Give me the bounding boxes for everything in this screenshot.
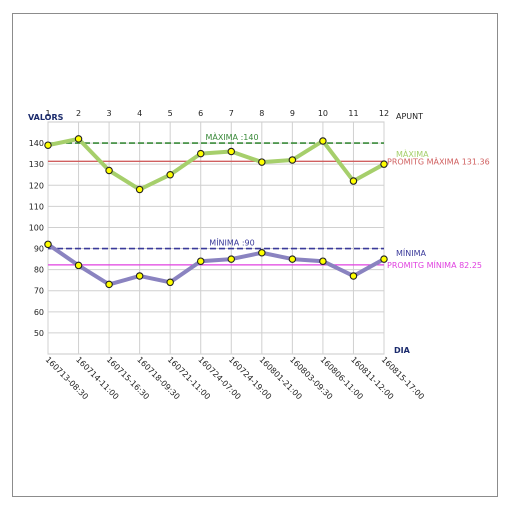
y-tick-label: 130 <box>29 160 44 169</box>
top-tick-label: 9 <box>290 109 295 118</box>
data-point <box>74 135 83 143</box>
data-point <box>196 257 205 265</box>
data-point <box>258 158 266 166</box>
top-tick-label: 3 <box>107 109 112 118</box>
data-point <box>44 141 52 149</box>
data-point <box>135 272 144 280</box>
data-point <box>288 255 297 263</box>
y-tick-label: 120 <box>29 181 44 190</box>
top-tick-label: 5 <box>168 109 173 118</box>
top-tick-label: 11 <box>348 109 358 118</box>
reference-label: PROMITG MÀXIMA 131.36 <box>387 155 490 166</box>
reference-label: PROMITG MÍNIMA 82.25 <box>387 259 482 270</box>
y-tick-label: 70 <box>34 287 44 296</box>
top-axis-title: APUNT <box>396 112 423 121</box>
data-point <box>319 257 327 265</box>
reference-label: MÀXIMA :140 <box>205 131 258 142</box>
data-point <box>349 272 358 280</box>
y-axis-title: VALORS <box>28 113 64 122</box>
data-point <box>288 156 297 164</box>
data-point <box>319 137 327 145</box>
top-tick-label: 8 <box>259 109 264 118</box>
top-tick-label: 2 <box>76 109 81 118</box>
top-tick-label: 7 <box>229 109 234 118</box>
y-tick-label: 100 <box>29 223 44 232</box>
data-point <box>166 278 174 287</box>
top-tick-label: 1 <box>45 109 50 118</box>
top-tick-label: 10 <box>318 109 328 118</box>
series-points <box>44 135 388 289</box>
reference-label: MÍNIMA :90 <box>209 237 254 248</box>
y-tick-label: 140 <box>29 139 44 148</box>
data-point <box>105 166 113 175</box>
y-tick-label: 80 <box>34 266 44 275</box>
series-legend-label: MÍNIMA <box>396 247 427 258</box>
data-point <box>258 249 266 257</box>
top-tick-label: 6 <box>198 109 203 118</box>
data-point <box>227 147 236 156</box>
data-point <box>74 261 83 270</box>
x-axis-title: DIA <box>394 346 411 355</box>
series-lines <box>46 136 386 287</box>
data-point <box>105 280 113 289</box>
series-line <box>46 242 386 287</box>
y-tick-label: 50 <box>34 329 44 338</box>
data-point <box>380 255 388 263</box>
y-tick-label: 60 <box>34 308 44 317</box>
data-point <box>380 160 388 168</box>
data-point <box>349 177 358 185</box>
y-tick-label: 110 <box>29 202 44 211</box>
data-point <box>227 255 236 263</box>
y-tick-label: 90 <box>34 245 44 254</box>
data-point <box>166 170 174 179</box>
data-point <box>135 185 144 194</box>
top-tick-label: 12 <box>379 109 389 118</box>
series-line <box>46 136 386 192</box>
series-legend-label: MÀXIMA <box>396 148 429 159</box>
data-point <box>196 149 205 158</box>
data-point <box>44 240 52 249</box>
top-tick-label: 4 <box>137 109 142 118</box>
